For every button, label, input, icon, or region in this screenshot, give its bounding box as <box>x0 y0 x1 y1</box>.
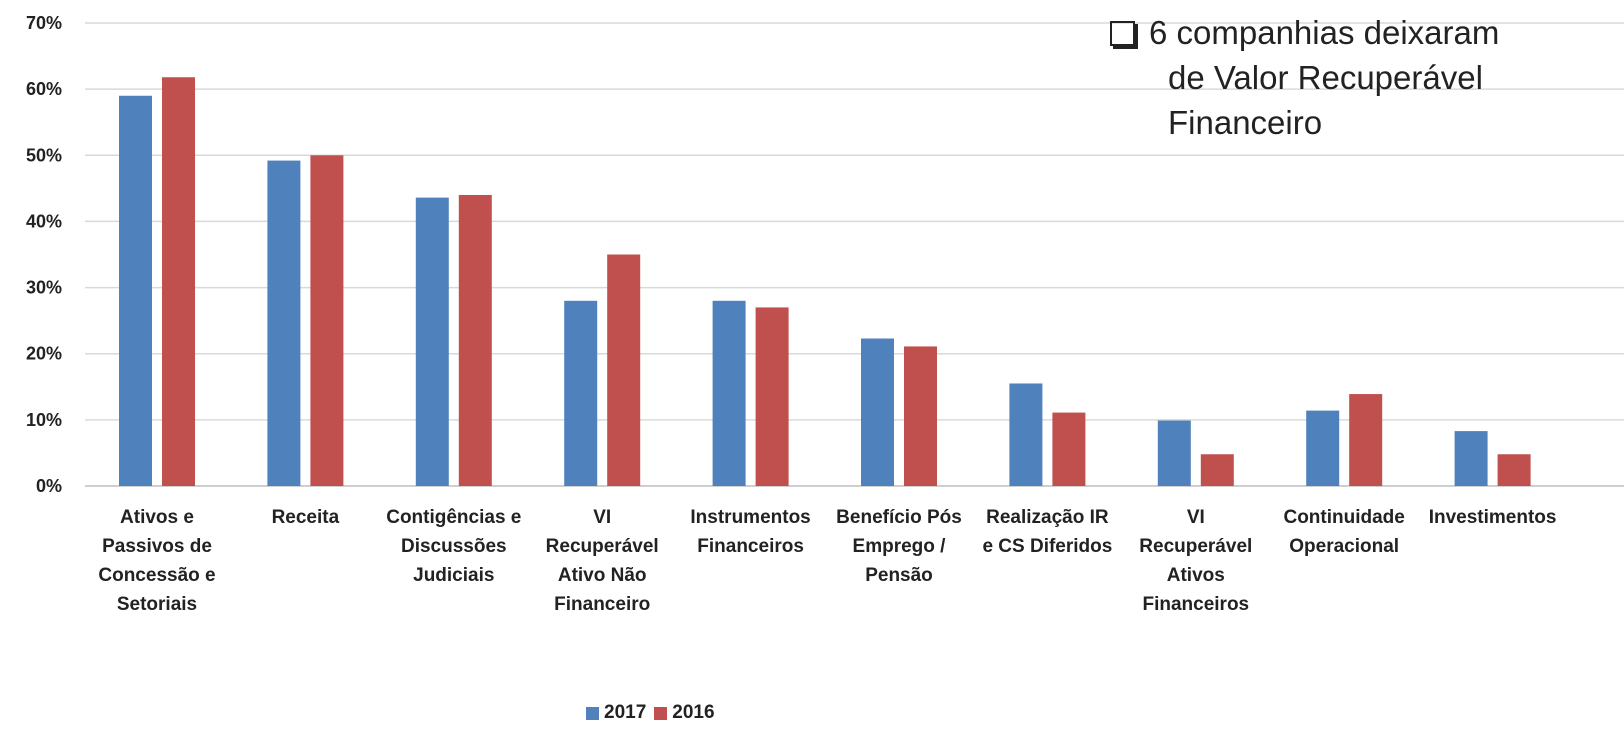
bar-2016-9 <box>1497 454 1531 486</box>
bar-2017-8 <box>1306 410 1340 486</box>
legend-label-2017: 2017 <box>604 702 647 723</box>
bar-2017-5 <box>861 338 894 486</box>
note-text: 6 companhias deixaram de Valor Recuperáv… <box>1110 10 1624 145</box>
bar-2017-7 <box>1157 420 1191 486</box>
legend: 2017 2016 <box>586 702 715 724</box>
legend-swatch-2016 <box>654 706 668 720</box>
bar-2016-4 <box>755 307 789 486</box>
category-label: VI Recuperável Ativos Financeiros <box>1139 507 1253 615</box>
y-tick-label: 0% <box>36 476 62 496</box>
bar-2016-8 <box>1349 394 1383 486</box>
legend-swatch-2017 <box>586 706 599 720</box>
bar-2016-0 <box>162 77 195 486</box>
bar-2016-2 <box>458 194 492 486</box>
y-tick-label: 30% <box>26 278 62 298</box>
category-label: Investimentos <box>1428 507 1557 528</box>
bar-2016-3 <box>607 254 641 486</box>
category-label: Benefício Pós Emprego / Pensão <box>836 507 962 586</box>
checkbox-icon <box>1110 21 1135 46</box>
y-tick-label: 10% <box>26 410 62 430</box>
note-line-2: de Valor Recuperável <box>1168 59 1483 96</box>
bar-2017-9 <box>1454 431 1488 486</box>
category-label: Ativos e Passivos de Concessão e Setoria… <box>98 507 216 615</box>
category-label: Receita <box>271 507 340 528</box>
category-label: Realização IR e CS Diferidos <box>982 507 1113 557</box>
bar-2016-5 <box>904 346 937 486</box>
bar-2016-1 <box>310 155 344 487</box>
category-label: Contigências e Discussões Judiciais <box>386 507 522 586</box>
y-tick-label: 40% <box>26 211 62 231</box>
bar-2017-6 <box>1009 383 1043 486</box>
y-tick-label: 50% <box>26 145 62 165</box>
legend-item-2017: 2017 <box>586 702 646 724</box>
legend-item-2016: 2016 <box>654 702 715 724</box>
note-line-3: Financeiro <box>1168 104 1323 141</box>
category-label: Instrumentos Financeiros <box>690 507 811 557</box>
bar-2016-6 <box>1052 412 1086 486</box>
bar-2017-1 <box>267 160 301 486</box>
y-tick-label: 20% <box>26 344 62 364</box>
note-line-1: 6 companhias deixaram <box>1149 14 1500 51</box>
category-label: VI Recuperável Ativo Não Financeiro <box>545 507 659 615</box>
bar-2016-7 <box>1200 454 1234 486</box>
y-tick-label: 60% <box>26 79 62 99</box>
legend-label-2016: 2016 <box>672 702 715 723</box>
bar-2017-4 <box>712 300 746 486</box>
bar-2017-3 <box>564 300 598 486</box>
bar-2017-0 <box>119 95 152 486</box>
bar-2017-2 <box>415 197 449 487</box>
category-label: Continuidade Operacional <box>1283 507 1405 557</box>
y-tick-label: 70% <box>26 13 62 33</box>
